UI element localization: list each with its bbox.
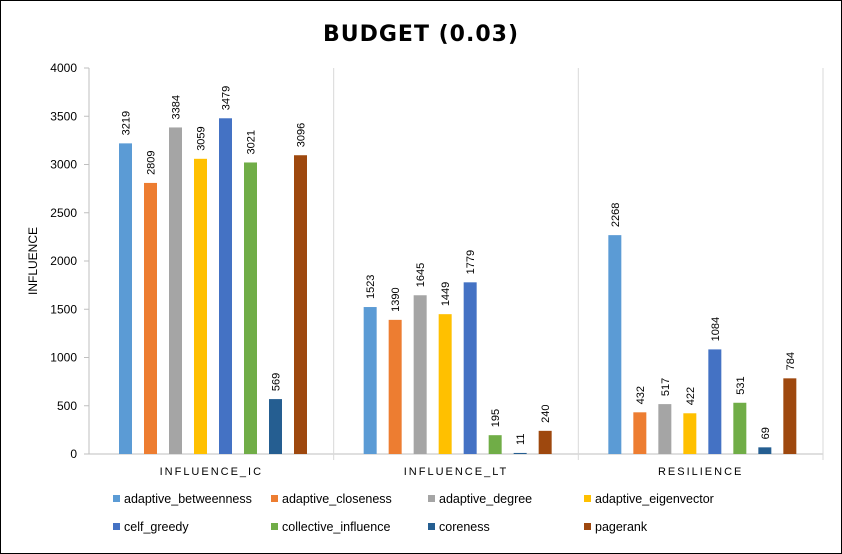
data-label: 3096 (296, 123, 308, 147)
y-axis-label: INFLUENCE (26, 227, 40, 295)
data-label: 1645 (415, 263, 427, 287)
x-category-label: RESILIENCE (658, 466, 743, 478)
legend-swatch (271, 495, 278, 502)
legend-entry: adaptive_eigenvector (595, 492, 714, 506)
bar-adaptive_betweenness (119, 143, 132, 454)
bar-coreness (758, 447, 772, 454)
bar-collective_influence (244, 162, 257, 454)
chart-title: BUDGET (0.03) (323, 22, 519, 47)
data-label: 517 (660, 378, 672, 396)
data-label: 69 (760, 427, 772, 439)
data-label: 531 (735, 376, 747, 394)
y-tick-label: 1000 (50, 351, 77, 365)
bar-adaptive_degree (658, 404, 672, 454)
y-tick-label: 3000 (50, 158, 77, 172)
bar-coreness (513, 452, 527, 454)
data-label: 1779 (465, 250, 477, 274)
data-label: 240 (540, 404, 552, 422)
bar-collective_influence (488, 435, 502, 454)
data-label: 195 (490, 409, 502, 427)
data-label: 11 (515, 434, 527, 445)
data-label: 2268 (610, 203, 622, 227)
bar-celf_greedy (219, 118, 232, 455)
bar-adaptive_eigenvector (438, 314, 452, 454)
data-label: 784 (785, 352, 797, 370)
data-label: 3059 (196, 126, 208, 150)
y-tick-label: 2000 (50, 254, 77, 268)
bar-adaptive_closeness (144, 182, 157, 454)
bar-pagerank (294, 155, 307, 454)
bar-adaptive_betweenness (363, 307, 377, 454)
x-category-label: INFLUENCE_IC (160, 466, 263, 478)
legend: adaptive_betweenness adaptive_closeness ad… (113, 492, 714, 534)
bar-pagerank (783, 378, 797, 454)
bar-pagerank (538, 430, 552, 454)
data-label: 1523 (365, 275, 377, 299)
y-tick-label: 3500 (50, 109, 77, 123)
legend-swatch (584, 495, 591, 502)
plot-area: 0 500 1000 1500 2000 2500 3000 3500 4000 INFLUENC… (50, 61, 824, 478)
legend-entry: celf_greedy (124, 520, 189, 534)
legend-entry: adaptive_degree (439, 492, 532, 506)
bar-adaptive_closeness (388, 319, 402, 454)
bar-collective_influence (733, 402, 747, 454)
legend-entry: adaptive_betweenness (124, 492, 252, 506)
data-label: 2809 (146, 150, 158, 174)
legend-swatch (271, 523, 278, 530)
bar-celf_greedy (463, 282, 477, 454)
data-label: 1449 (440, 282, 452, 306)
y-tick-label: 2500 (50, 206, 77, 220)
legend-swatch (113, 523, 120, 530)
bar-adaptive_eigenvector (683, 413, 697, 454)
legend-entry: collective_influence (282, 520, 390, 534)
legend-entry: adaptive_closeness (282, 492, 392, 506)
y-tick-label: 4000 (50, 61, 77, 75)
bar-adaptive_betweenness (608, 235, 622, 454)
legend-entry: coreness (439, 520, 490, 534)
y-tick-label: 500 (57, 399, 77, 413)
data-label: 432 (635, 386, 647, 404)
data-label: 1390 (390, 287, 402, 311)
data-label: 1084 (710, 317, 722, 341)
data-label: 569 (271, 373, 283, 391)
bar-adaptive_eigenvector (194, 158, 207, 454)
legend-swatch (428, 523, 435, 530)
bar-adaptive_degree (169, 127, 182, 454)
legend-swatch (113, 495, 120, 502)
bar-coreness (269, 399, 282, 454)
y-tick-label: 1500 (50, 302, 77, 316)
data-label: 422 (685, 387, 697, 405)
bar-adaptive_degree (413, 295, 427, 454)
bar-adaptive_closeness (633, 412, 647, 454)
legend-swatch (428, 495, 435, 502)
y-tick-label: 0 (70, 447, 77, 461)
data-label: 3021 (246, 130, 258, 154)
data-label: 3384 (171, 95, 183, 119)
legend-entry: pagerank (595, 520, 648, 534)
x-category-label: INFLUENCE_LT (404, 466, 508, 478)
data-label: 3479 (221, 86, 233, 110)
legend-swatch (584, 523, 591, 530)
data-label: 3219 (121, 111, 133, 135)
bar-celf_greedy (708, 349, 722, 454)
